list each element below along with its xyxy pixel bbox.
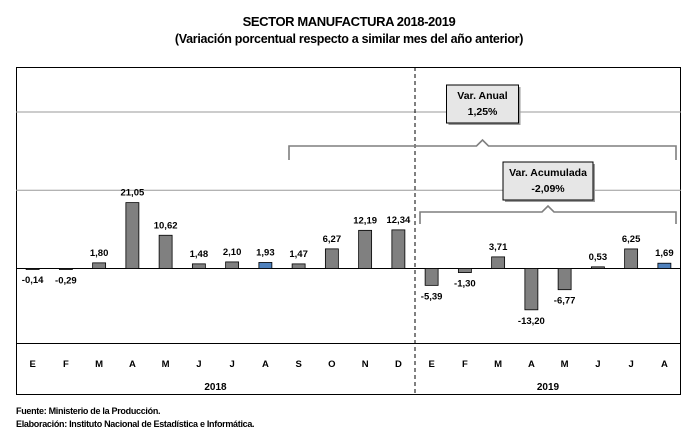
category-label: J xyxy=(628,359,633,370)
accumulated-brace xyxy=(419,204,677,224)
data-label: 3,71 xyxy=(489,242,508,253)
category-label: A xyxy=(528,359,535,370)
bar xyxy=(258,262,273,269)
bar xyxy=(358,229,373,269)
data-label: 21,05 xyxy=(120,188,144,199)
data-label: 12,19 xyxy=(353,215,377,226)
bar xyxy=(457,268,472,273)
category-label: E xyxy=(29,359,35,370)
data-label: 1,48 xyxy=(190,249,209,260)
bar xyxy=(125,202,140,269)
data-label: -6,77 xyxy=(554,296,576,307)
category-label: A xyxy=(129,359,136,370)
category-label: J xyxy=(196,359,201,370)
category-label: A xyxy=(262,359,269,370)
chart-subtitle: (Variación porcentual respecto a similar… xyxy=(174,32,524,46)
bar xyxy=(590,266,605,269)
plot-frame xyxy=(16,67,681,395)
category-label: O xyxy=(328,359,335,370)
bar xyxy=(225,261,240,269)
bar xyxy=(58,268,73,270)
category-label: F xyxy=(63,359,69,370)
category-label: S xyxy=(295,359,301,370)
data-label: -1,30 xyxy=(454,279,476,290)
annotation-label: Var. Acumulada xyxy=(509,167,587,179)
category-label: E xyxy=(428,359,434,370)
data-label: 6,25 xyxy=(622,234,641,245)
bar xyxy=(491,256,506,269)
bar xyxy=(92,262,107,269)
data-label: 1,93 xyxy=(256,247,275,258)
data-label: -5,39 xyxy=(421,291,443,302)
data-label: -0,29 xyxy=(55,275,77,286)
bar xyxy=(557,268,572,291)
category-label: M xyxy=(162,359,170,370)
category-label: M xyxy=(95,359,103,370)
data-label: 10,62 xyxy=(154,220,178,231)
chart-title: SECTOR MANUFACTURA 2018-2019 xyxy=(242,14,456,29)
year-label: 2018 xyxy=(204,382,227,393)
category-label: J xyxy=(595,359,600,370)
annotation-label: Var. Anual xyxy=(457,90,507,102)
bar xyxy=(291,263,306,269)
data-label: 1,80 xyxy=(90,248,109,259)
data-label: 2,10 xyxy=(223,247,242,258)
category-label: A xyxy=(661,359,668,370)
data-label: 0,53 xyxy=(589,252,608,263)
data-label: -0,14 xyxy=(22,275,44,286)
bar xyxy=(158,234,173,269)
bar xyxy=(391,229,406,269)
category-label: N xyxy=(362,359,369,370)
annual-brace xyxy=(288,138,677,160)
bar xyxy=(424,268,439,286)
footer-source: Fuente: Ministerio de la Producción. xyxy=(16,406,161,416)
bar xyxy=(657,262,672,269)
bar xyxy=(624,248,639,269)
bar xyxy=(324,248,339,269)
data-label: 1,69 xyxy=(655,248,674,259)
accumulated-box xyxy=(502,161,594,201)
annotation-value: 1,25% xyxy=(468,106,498,118)
data-label: 1,47 xyxy=(289,249,308,260)
category-label: D xyxy=(395,359,402,370)
bar xyxy=(25,268,40,270)
category-label: M xyxy=(561,359,569,370)
category-label: M xyxy=(494,359,502,370)
category-label: J xyxy=(229,359,234,370)
annual-box xyxy=(446,84,519,124)
data-label: 6,27 xyxy=(323,234,342,245)
year-label: 2019 xyxy=(537,382,560,393)
data-label: 12,34 xyxy=(386,215,410,226)
bar xyxy=(524,268,539,311)
annotation-value: -2,09% xyxy=(531,183,565,195)
category-label: F xyxy=(462,359,468,370)
footer-prepared-by: Elaboración: Instituto Nacional de Estad… xyxy=(16,419,255,429)
data-label: -13,20 xyxy=(518,316,545,327)
bar xyxy=(191,263,206,269)
